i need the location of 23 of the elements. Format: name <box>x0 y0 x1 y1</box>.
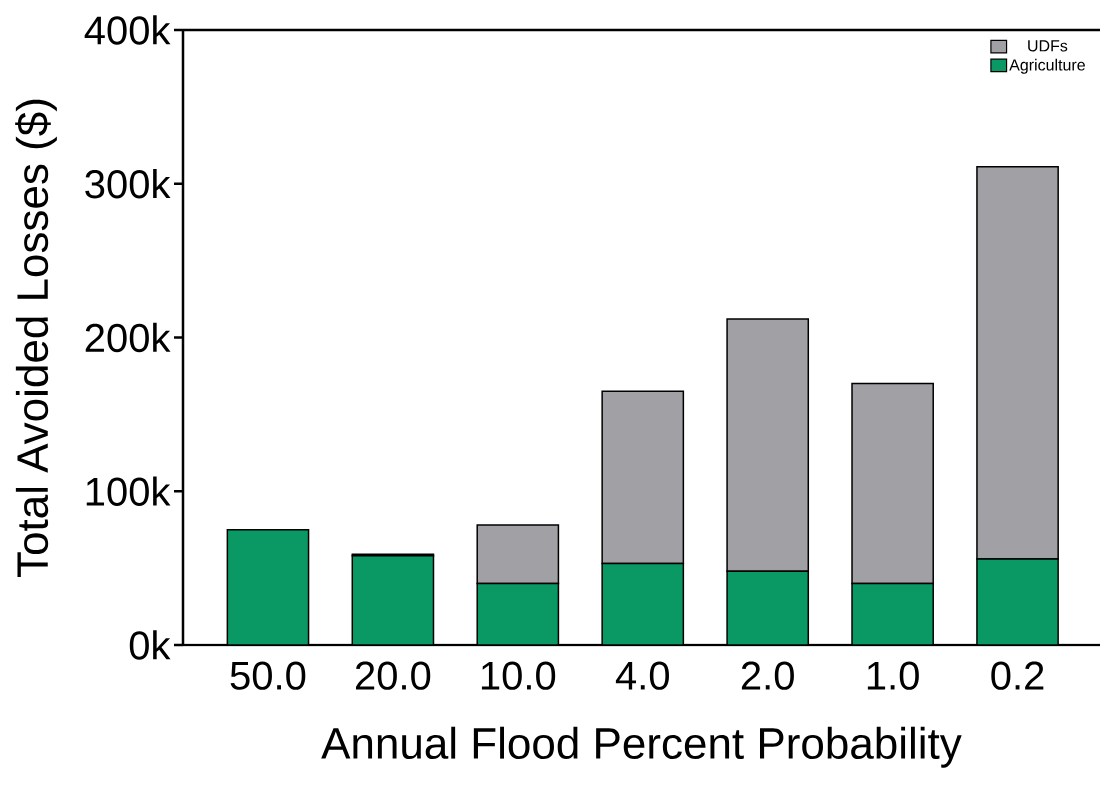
y-tick-label: 300k <box>85 169 171 199</box>
legend-label: Agriculture <box>1009 58 1085 74</box>
x-tick-label: 20.0 <box>355 661 431 690</box>
x-tick-label: 0.2 <box>991 661 1044 690</box>
x-tick-label: 50.0 <box>230 661 306 690</box>
y-tick-label: 100k <box>86 476 171 506</box>
x-tick-label: 4.0 <box>615 661 669 690</box>
x-tick-label: 2.0 <box>741 661 794 690</box>
bar <box>226 528 310 645</box>
x-tick-label: 10.0 <box>481 661 556 690</box>
x-axis-title: Annual Flood Percent Probability <box>321 726 962 768</box>
bar <box>476 582 560 645</box>
bar <box>976 558 1059 645</box>
x-tick-label: 1.0 <box>867 661 919 690</box>
bar <box>351 555 435 645</box>
legend-label: UDFs <box>1028 40 1068 52</box>
bar <box>726 570 810 645</box>
bar <box>601 562 685 645</box>
bar <box>851 582 934 645</box>
y-tick-label: 0k <box>129 630 171 660</box>
y-axis-title: Total Avoided Losses ($) <box>15 99 57 578</box>
y-tick-label: 200k <box>85 322 171 353</box>
y-tick-label: 400k <box>84 15 171 45</box>
